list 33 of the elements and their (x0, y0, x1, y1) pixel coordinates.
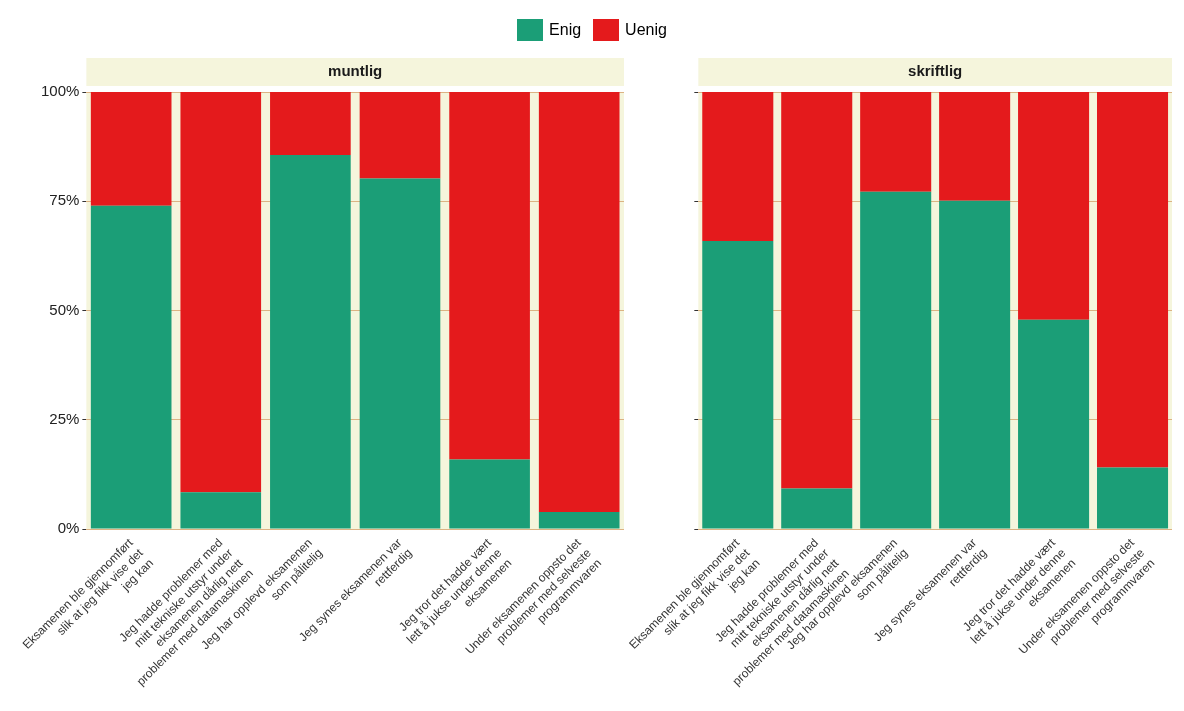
bar (939, 92, 1011, 201)
y-tick-label: 100% (40, 82, 80, 100)
bar (90, 92, 172, 206)
bar (939, 200, 1011, 529)
bar (270, 154, 351, 529)
bar (1018, 319, 1090, 529)
bar (90, 205, 172, 529)
bar (538, 92, 620, 512)
bar (860, 191, 932, 529)
y-tick-label: 75% (49, 191, 80, 209)
bar (359, 92, 441, 179)
chart-title: muntlig (328, 62, 383, 80)
legend-label: Enig (549, 21, 582, 39)
bar (180, 92, 262, 493)
bar (270, 92, 351, 155)
bar (1018, 92, 1090, 320)
bar (1097, 92, 1169, 468)
bar (359, 178, 441, 529)
bar (702, 241, 774, 529)
bar (781, 92, 853, 489)
bar (781, 488, 853, 529)
bar (702, 92, 774, 242)
y-tick-label: 25% (49, 409, 80, 427)
y-tick-label: 0% (57, 519, 80, 537)
bar (449, 92, 530, 460)
bar (449, 459, 530, 529)
bar (1097, 467, 1169, 529)
bar (860, 92, 932, 192)
chart-title: skriftlig (908, 62, 963, 80)
y-tick-label: 50% (49, 300, 80, 318)
bar (538, 511, 620, 529)
legend-label: Uenig (625, 21, 667, 39)
bar (180, 492, 262, 529)
